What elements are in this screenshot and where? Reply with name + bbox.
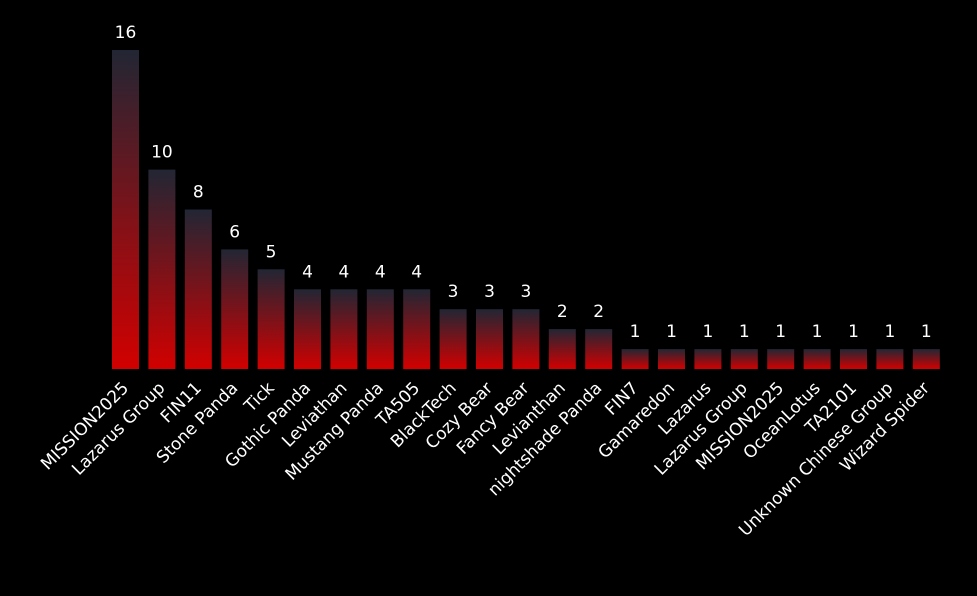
value-label-11: 3 [520, 282, 531, 302]
value-label-19: 1 [812, 322, 823, 342]
bar-7 [366, 289, 394, 370]
value-label-20: 1 [848, 322, 859, 342]
bar-17 [730, 349, 758, 369]
value-label-12: 2 [557, 302, 568, 322]
value-label-2: 8 [193, 183, 204, 203]
value-label-22: 1 [921, 322, 932, 342]
value-labels-group: 16 10 8 6 5 4 4 4 4 3 3 3 2 2 1 1 1 1 1 1 1 1 1 [115, 23, 932, 342]
bars-group [112, 50, 940, 370]
value-label-16: 1 [702, 322, 713, 342]
value-label-5: 4 [302, 262, 313, 282]
value-label-6: 4 [338, 262, 349, 282]
value-label-13: 2 [593, 302, 604, 322]
value-label-7: 4 [375, 262, 386, 282]
value-label-15: 1 [666, 322, 677, 342]
bar-9 [439, 309, 467, 369]
value-label-17: 1 [739, 322, 750, 342]
value-label-0: 16 [115, 23, 137, 43]
bar-2 [184, 209, 212, 369]
value-label-3: 6 [229, 222, 240, 242]
value-label-4: 5 [266, 242, 277, 262]
bar-13 [585, 329, 613, 369]
bar-5 [294, 289, 321, 370]
bar-21 [876, 349, 904, 369]
bar-11 [512, 309, 540, 369]
bar-14 [621, 349, 649, 369]
bar-18 [767, 349, 795, 369]
bar-8 [403, 289, 431, 370]
value-label-9: 3 [448, 282, 459, 302]
bar-16 [694, 349, 722, 369]
value-label-1: 10 [151, 143, 173, 163]
value-label-10: 3 [484, 282, 495, 302]
bar-22 [912, 349, 940, 369]
bar-4 [257, 269, 285, 369]
value-label-18: 1 [775, 322, 786, 342]
bar-1 [148, 169, 176, 369]
bar-19 [803, 349, 831, 369]
bar-3 [221, 249, 249, 369]
value-label-21: 1 [884, 322, 895, 342]
value-label-8: 4 [411, 262, 422, 282]
bar-6 [330, 289, 358, 370]
bar-12 [548, 329, 576, 369]
bar-0 [112, 50, 139, 369]
bar-20 [840, 349, 867, 369]
bar-10 [476, 309, 503, 369]
value-label-14: 1 [630, 322, 641, 342]
bar-15 [658, 349, 685, 369]
